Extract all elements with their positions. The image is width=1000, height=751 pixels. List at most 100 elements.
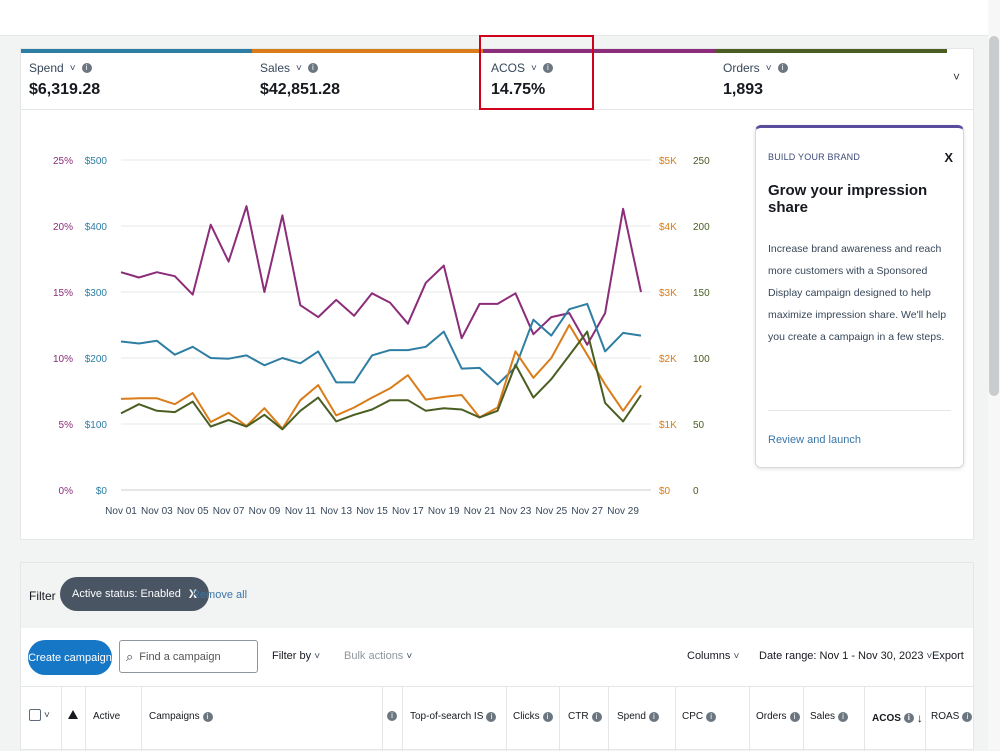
header-top-of-search[interactable]: Top-of-search IS i <box>410 711 497 722</box>
performance-chart: 0% 5% 10% 15% 20% 25% $0 $100 $200 $300 $400 $500 $0… <box>53 156 710 517</box>
info-icon[interactable]: i <box>777 63 788 73</box>
x-tick-label: Nov 03 <box>141 506 173 517</box>
header-acos[interactable]: ACOS i ↓ <box>872 711 923 725</box>
sort-descending-icon[interactable]: ↓ <box>916 711 923 725</box>
warning-icon <box>68 710 78 719</box>
metric-label: Orders <box>723 61 760 75</box>
header-label: Top-of-search IS <box>410 711 484 722</box>
header-roas[interactable]: ROAS i <box>931 711 973 722</box>
metric-orders[interactable]: Orders ˅ i 1,893 <box>715 49 947 109</box>
axis-tick-label: $3K <box>659 288 677 299</box>
series-line-spend <box>120 302 642 386</box>
header-ctr[interactable]: CTR i <box>568 711 602 722</box>
info-icon[interactable]: i <box>307 63 318 73</box>
axis-tick-label: $0 <box>659 486 671 497</box>
close-icon[interactable]: X <box>944 150 953 165</box>
metric-sales[interactable]: Sales ˅ i $42,851.28 <box>252 49 483 109</box>
chevron-down-icon: ˅ <box>44 709 50 721</box>
chevron-down-icon[interactable]: ˅ <box>69 62 76 74</box>
filter-by-dropdown[interactable]: Filter by ˅ <box>272 650 320 662</box>
x-tick-label: Nov 21 <box>464 506 496 517</box>
metric-acos[interactable]: ACOS ˅ i 14.75% <box>483 49 715 109</box>
header-label: CPC <box>682 711 704 722</box>
column-divider <box>803 687 804 751</box>
axis-tick-label: 150 <box>693 288 710 299</box>
info-icon[interactable]: i <box>591 711 602 722</box>
column-divider <box>85 687 86 751</box>
columns-label: Columns <box>687 650 731 662</box>
search-input[interactable] <box>139 650 250 663</box>
scrollbar-thumb[interactable] <box>989 36 999 396</box>
axis-tick-label: $400 <box>85 222 108 233</box>
columns-dropdown[interactable]: Columns ˅ <box>687 650 739 662</box>
metric-strip: Spend ˅ i $6,319.28 Sales ˅ i $42,851.28 ACO… <box>20 48 974 110</box>
header-clicks[interactable]: Clicks i <box>513 711 553 722</box>
create-campaign-button[interactable]: Create campaign <box>28 640 112 675</box>
chevron-down-icon[interactable]: ˅ <box>531 62 537 74</box>
axis-tick-label: $200 <box>85 354 108 365</box>
x-tick-label: Nov 07 <box>213 506 245 517</box>
info-icon[interactable]: i <box>202 711 213 722</box>
info-icon[interactable]: i <box>838 711 849 722</box>
expand-metrics-chevron-icon[interactable]: ˅ <box>953 70 961 84</box>
info-icon[interactable]: i <box>387 711 397 721</box>
info-icon[interactable]: i <box>542 711 553 722</box>
info-icon[interactable]: i <box>81 63 92 73</box>
date-range-label: Date range: Nov 1 - Nov 30, 2023 <box>759 650 924 662</box>
export-button[interactable]: Export <box>932 650 964 662</box>
metric-color-bar <box>252 49 483 53</box>
series-line-acos <box>120 205 642 346</box>
header-sales[interactable]: Sales i <box>810 711 849 722</box>
bulk-actions-dropdown[interactable]: Bulk actions ˅ <box>344 650 412 662</box>
axis-tick-label: $100 <box>85 420 108 431</box>
top-strip <box>0 0 1000 36</box>
checkbox-icon <box>29 709 41 721</box>
filter-chip-active-status[interactable]: Active status: Enabled X <box>60 577 209 611</box>
close-icon[interactable]: X <box>188 587 197 601</box>
metric-value: 1,893 <box>723 81 764 98</box>
scrollbar[interactable] <box>988 0 1000 750</box>
axis-tick-label: $0 <box>96 486 108 497</box>
remove-all-link[interactable]: Remove all <box>192 589 248 601</box>
header-campaigns[interactable]: Campaigns i <box>149 711 213 722</box>
metric-label: ACOS <box>491 61 526 75</box>
header-cpc[interactable]: CPC i <box>682 711 717 722</box>
search-box[interactable]: ⌕ <box>119 640 258 673</box>
chevron-down-icon[interactable]: ˅ <box>765 62 772 74</box>
chevron-down-icon: ˅ <box>926 651 933 662</box>
axis-tick-label: $1K <box>659 420 677 431</box>
x-tick-label: Nov 27 <box>571 506 603 517</box>
info-icon[interactable]: i <box>706 711 717 722</box>
header-label: CTR <box>568 711 589 722</box>
date-range-dropdown[interactable]: Date range: Nov 1 - Nov 30, 2023 ˅ <box>759 650 932 662</box>
info-icon[interactable]: i <box>903 713 914 723</box>
column-divider <box>402 687 403 751</box>
axis-tick-label: $4K <box>659 222 677 233</box>
x-tick-label: Nov 11 <box>285 506 316 517</box>
header-spend[interactable]: Spend i <box>617 711 659 722</box>
campaign-toolbar: Create campaign ⌕ Filter by ˅ Bulk actio… <box>20 628 974 686</box>
x-tick-label: Nov 29 <box>607 506 639 517</box>
filter-label: Filter <box>29 589 56 603</box>
axis-tick-label: 20% <box>53 222 73 233</box>
info-icon[interactable]: i <box>648 711 659 722</box>
info-icon[interactable]: i <box>542 63 553 73</box>
select-all-checkbox[interactable]: ˅ <box>29 709 50 721</box>
x-tick-label: Nov 05 <box>177 506 209 517</box>
axis-tick-label: 0 <box>693 486 699 497</box>
column-divider <box>608 687 609 751</box>
info-icon[interactable]: i <box>789 711 800 722</box>
axis-tick-label: $500 <box>85 156 108 167</box>
info-icon[interactable]: i <box>962 711 973 722</box>
search-icon: ⌕ <box>126 648 134 664</box>
chevron-down-icon[interactable]: ˅ <box>296 62 302 74</box>
header-orders[interactable]: Orders i <box>756 711 800 722</box>
promo-title: Grow your impression share <box>768 182 928 216</box>
header-active[interactable]: Active <box>93 711 121 722</box>
review-and-launch-link[interactable]: Review and launch <box>768 434 861 446</box>
info-icon[interactable]: i <box>486 711 497 722</box>
axis-tick-label: 200 <box>693 222 710 233</box>
header-label: Spend <box>617 711 646 722</box>
metric-spend[interactable]: Spend ˅ i $6,319.28 <box>21 49 252 109</box>
chevron-down-icon: ˅ <box>314 651 321 662</box>
